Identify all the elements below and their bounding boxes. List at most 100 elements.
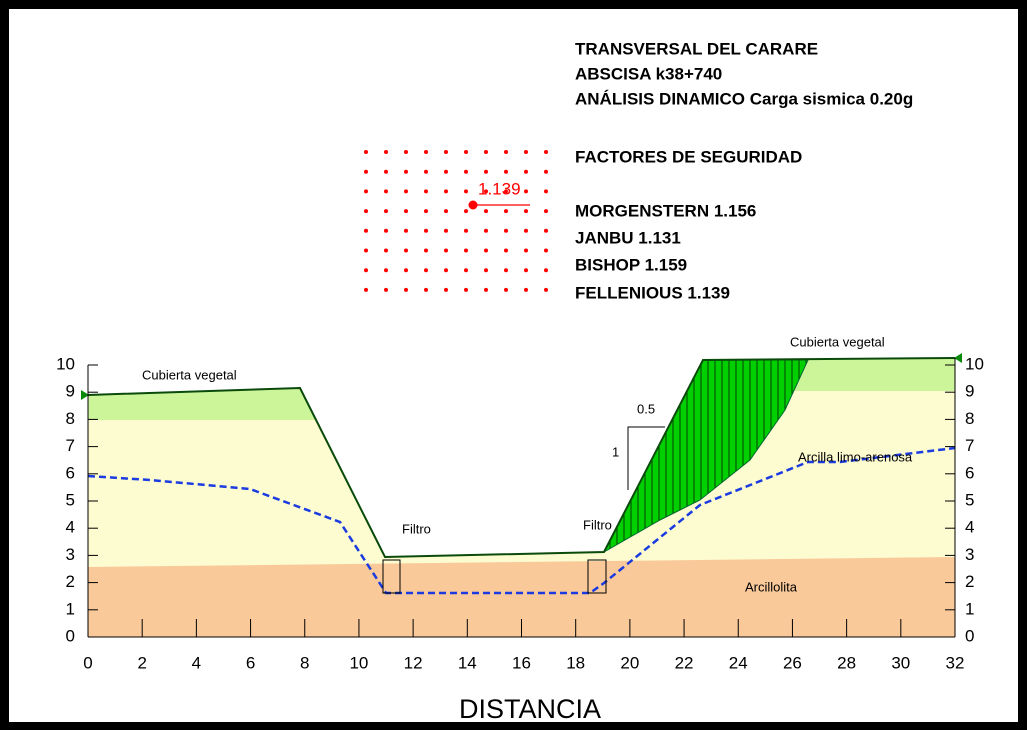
grid-point <box>404 228 408 233</box>
y2-tick-label: 1 <box>965 599 974 618</box>
grid-point <box>444 150 448 154</box>
y-tick-label: 6 <box>66 463 75 482</box>
y2-tick-label: 9 <box>965 382 974 401</box>
grid-point <box>544 287 548 292</box>
x-tick-label: 10 <box>349 653 368 672</box>
grid-point <box>444 228 448 233</box>
grid-point <box>544 268 548 273</box>
factor: BISHOP 1.159 <box>575 255 687 274</box>
water-table <box>87 446 956 595</box>
y2-tick-label: 4 <box>965 518 974 537</box>
grid-point <box>484 189 488 194</box>
grid-point <box>524 150 528 154</box>
y2-tick-label: 6 <box>965 463 974 482</box>
y-tick-label: 3 <box>66 545 75 564</box>
grid-label: 1.139 <box>478 179 521 198</box>
y-tick-label: 2 <box>66 572 75 591</box>
grid-point <box>444 268 448 273</box>
grid-point <box>504 248 508 253</box>
grid-point <box>384 287 388 292</box>
marker <box>954 353 962 363</box>
grid-point <box>484 209 488 214</box>
grid-point <box>464 189 468 194</box>
x-axis-label: DISTANCIA <box>459 694 601 724</box>
x-tick-label: 18 <box>566 653 585 672</box>
grid-point <box>524 189 528 194</box>
x-tick-label: 14 <box>458 653 477 672</box>
grid-point <box>424 169 428 174</box>
grid-point <box>404 209 408 214</box>
grid-point <box>384 228 388 233</box>
grid-point <box>524 169 528 174</box>
slope-label: 0.5 <box>637 401 655 416</box>
grid-point <box>484 268 488 273</box>
x-tick-label: 20 <box>620 653 639 672</box>
grid-point <box>544 248 548 253</box>
grid-point <box>464 209 468 214</box>
grid-point <box>404 169 408 174</box>
layer-label: Arcillolita <box>745 579 798 594</box>
grid-point <box>404 287 408 292</box>
grid-point <box>424 287 428 292</box>
factors-title: FACTORES DE SEGURIDAD <box>575 147 802 166</box>
ground-surface <box>87 357 956 559</box>
header-line: TRANSVERSAL DEL CARARE <box>575 39 818 58</box>
y2-tick-label: 0 <box>965 626 974 645</box>
cover-right <box>790 358 955 391</box>
grid-point <box>444 209 448 214</box>
grid-point <box>464 268 468 273</box>
grid-point <box>484 287 488 292</box>
grid-point <box>384 150 388 154</box>
grid-point <box>524 228 528 233</box>
x-tick-label: 24 <box>729 653 748 672</box>
grid-point <box>444 189 448 194</box>
grid-point <box>504 287 508 292</box>
cover-left <box>88 388 316 420</box>
grid-point <box>544 228 548 233</box>
grid-point <box>404 189 408 194</box>
grid-point <box>424 228 428 233</box>
x-tick-label: 6 <box>246 653 255 672</box>
grid-point <box>424 248 428 253</box>
grid-point <box>424 189 428 194</box>
grid-point <box>384 189 388 194</box>
y2-tick-label: 8 <box>965 409 974 428</box>
grid-point <box>364 248 368 253</box>
grid-point <box>404 268 408 273</box>
x-tick-label: 26 <box>783 653 802 672</box>
grid-point <box>364 228 368 233</box>
factor: MORGENSTERN 1.156 <box>575 201 756 220</box>
x-tick-label: 8 <box>300 653 309 672</box>
factor: JANBU 1.131 <box>575 228 681 247</box>
filter <box>382 559 401 594</box>
slope-indicator <box>627 426 665 490</box>
layer-label: Cubierta vegetal <box>790 334 885 349</box>
x-tick-label: 22 <box>675 653 694 672</box>
y-tick-label: 8 <box>66 409 75 428</box>
y-tick-label: 7 <box>66 436 75 455</box>
cross-section: 0.5 1 Cubierta vegetal Filtro Filtro Cub… <box>81 334 962 724</box>
x-tick-label: 30 <box>891 653 910 672</box>
grid-point <box>364 169 368 174</box>
y-tick-label: 5 <box>66 490 75 509</box>
grid-point <box>424 209 428 214</box>
grid-point <box>364 268 368 273</box>
grid-point <box>524 209 528 214</box>
grid-point <box>504 150 508 154</box>
layer-label: Filtro <box>583 517 612 532</box>
grid-point <box>384 169 388 174</box>
y-tick-label: 1 <box>66 599 75 618</box>
grid-point <box>504 189 508 194</box>
grid-point <box>484 248 488 253</box>
x-tick-label: 4 <box>192 653 201 672</box>
grid-point <box>524 268 528 273</box>
grid-point <box>464 287 468 292</box>
grid-point <box>404 248 408 253</box>
grid-point <box>444 287 448 292</box>
y2-tick-label: 3 <box>965 545 974 564</box>
grid-point <box>504 169 508 174</box>
x-tick-label: 16 <box>512 653 531 672</box>
grid-point <box>484 169 488 174</box>
y2-tick-label: 2 <box>965 572 974 591</box>
